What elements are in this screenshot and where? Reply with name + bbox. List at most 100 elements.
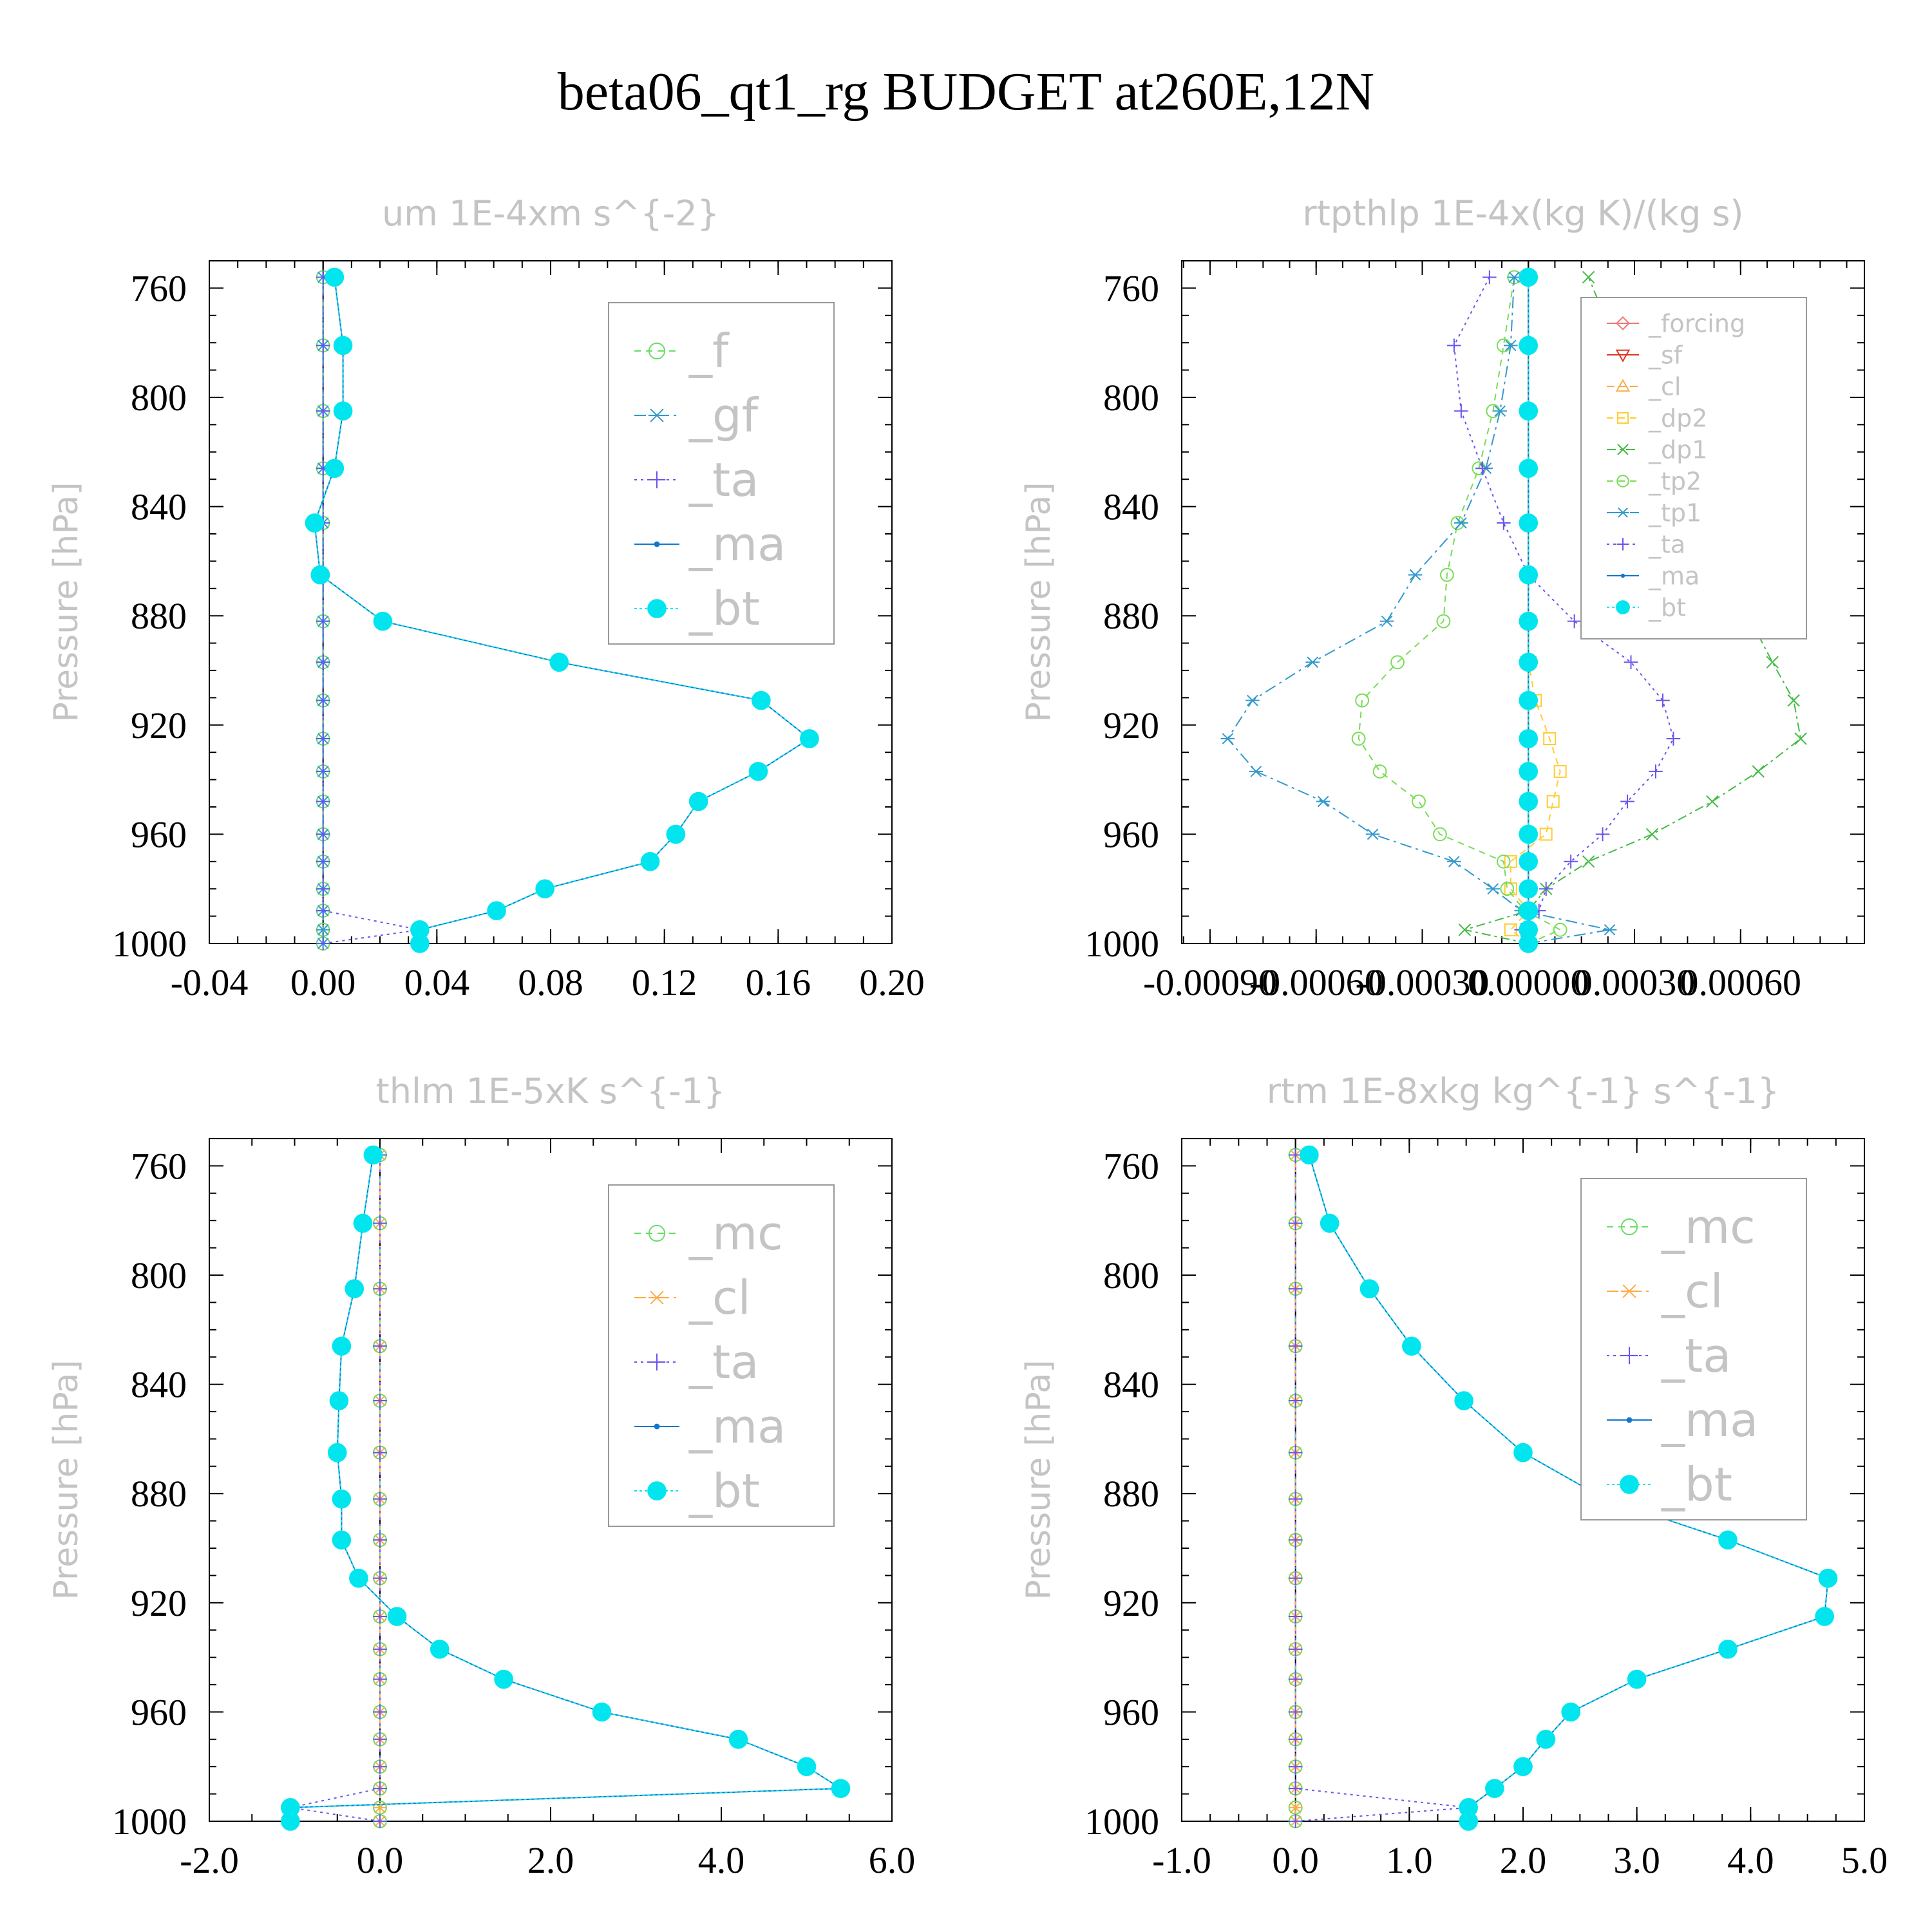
- series-tp2: [1351, 270, 1567, 951]
- x-tick-label: 0.08: [518, 961, 583, 1003]
- legend-label: _dp1: [1648, 435, 1707, 464]
- data-point: [373, 1571, 387, 1586]
- y-tick-label: 960: [131, 1691, 187, 1733]
- data-point: [1766, 656, 1779, 668]
- data-point: [1454, 517, 1468, 529]
- data-point: [1519, 762, 1539, 781]
- data-point: [1220, 733, 1235, 744]
- x-tick-label: 0.0: [357, 1839, 404, 1881]
- y-axis-label: Pressure [hPa]: [1019, 482, 1058, 723]
- data-point: [1359, 1279, 1379, 1298]
- data-point: [1519, 336, 1539, 355]
- data-point: [1493, 405, 1508, 417]
- data-point: [728, 1730, 748, 1749]
- data-point: [1300, 1145, 1319, 1165]
- data-point: [316, 936, 330, 951]
- data-point: [373, 1216, 387, 1231]
- data-point: [333, 336, 353, 355]
- data-point: [1602, 923, 1617, 936]
- data-point: [387, 1607, 407, 1626]
- y-tick-label: 960: [1103, 1691, 1159, 1733]
- data-point: [1288, 1533, 1303, 1548]
- x-tick-label: 4.0: [1727, 1839, 1774, 1881]
- data-point: [373, 1642, 387, 1656]
- data-point: [1249, 766, 1264, 777]
- x-tick-label: 2.0: [527, 1839, 574, 1881]
- x-tick-label: 0.00000: [1468, 961, 1589, 1003]
- data-point: [325, 459, 345, 478]
- legend-label: _tp1: [1648, 498, 1701, 527]
- legend-marker: [1620, 1475, 1639, 1494]
- data-point: [748, 762, 768, 781]
- series-ta: [316, 270, 427, 951]
- legend-marker: [1620, 1218, 1638, 1236]
- y-tick-label: 840: [1103, 486, 1159, 528]
- legend-label: _tp2: [1648, 467, 1701, 495]
- legend-marker: [1616, 600, 1630, 614]
- data-point: [1288, 1642, 1303, 1656]
- data-point: [305, 513, 325, 533]
- series-line: [1358, 277, 1562, 944]
- data-point: [316, 693, 330, 708]
- series-line: [1308, 1155, 1829, 1821]
- series-bt: [305, 267, 819, 953]
- series-ta: [1447, 270, 1681, 951]
- legend: _mc _cl _ta _ma _bt: [1580, 1178, 1807, 1520]
- data-point: [316, 827, 330, 842]
- x-tick-label: 0.00: [290, 961, 356, 1003]
- x-tick-label: 0.12: [632, 961, 697, 1003]
- legend-label: _ma: [1661, 1393, 1758, 1447]
- data-point: [1412, 794, 1426, 809]
- y-tick-label: 880: [131, 595, 187, 637]
- data-point: [1752, 765, 1765, 778]
- y-tick-label: 800: [131, 1255, 187, 1296]
- y-tick-label: 920: [131, 1582, 187, 1624]
- y-tick-label: 760: [1103, 267, 1159, 309]
- legend-marker: [1620, 1284, 1638, 1298]
- x-tick-label: 0.16: [746, 961, 811, 1003]
- data-point: [1818, 1568, 1838, 1588]
- y-tick-label: 1000: [112, 923, 187, 965]
- x-tick-label: 0.00060: [1680, 961, 1802, 1003]
- legend-box: [608, 302, 835, 645]
- x-tick-label: -0.00090: [1143, 961, 1277, 1003]
- y-tick-label: 800: [1103, 377, 1159, 419]
- data-point: [1305, 656, 1320, 668]
- series-dp2: [1504, 270, 1567, 950]
- data-point: [1355, 693, 1370, 708]
- series-line: [1510, 277, 1561, 944]
- data-point: [1408, 569, 1423, 581]
- data-point: [1815, 1607, 1834, 1626]
- y-tick-label: 960: [131, 813, 187, 855]
- data-point: [1666, 732, 1681, 746]
- data-point: [316, 923, 330, 936]
- legend-marker: [648, 342, 666, 360]
- data-point: [1645, 828, 1659, 841]
- data-point: [1433, 827, 1447, 842]
- data-point: [640, 852, 660, 871]
- data-point: [1718, 1640, 1738, 1659]
- data-point: [1519, 565, 1539, 585]
- x-tick-label: 6.0: [869, 1839, 916, 1881]
- legend-label: _ma: [688, 517, 786, 571]
- data-point: [373, 1339, 387, 1354]
- data-point: [1496, 854, 1511, 869]
- series-line: [322, 277, 420, 944]
- data-point: [1553, 764, 1567, 778]
- legend-marker: [654, 1423, 660, 1430]
- data-point: [1519, 459, 1539, 478]
- data-point: [1519, 920, 1539, 940]
- legend-marker: [1616, 538, 1629, 551]
- panel-title-rtpthlp: rtpthlp 1E-4x(kg K)/(kg s): [1302, 193, 1743, 234]
- series-bt: [281, 1145, 851, 1831]
- data-point: [1288, 1394, 1303, 1408]
- legend-label: _ta: [1661, 1329, 1731, 1383]
- panel-title-rtm: rtm 1E-8xkg kg^{-1} s^{-1}: [1267, 1071, 1780, 1112]
- data-point: [1288, 1339, 1303, 1354]
- data-point: [1513, 1443, 1533, 1463]
- data-point: [1519, 824, 1539, 844]
- legend-marker: [1615, 379, 1631, 392]
- legend-label: _ta: [688, 453, 759, 507]
- data-point: [316, 904, 330, 918]
- data-point: [487, 901, 506, 920]
